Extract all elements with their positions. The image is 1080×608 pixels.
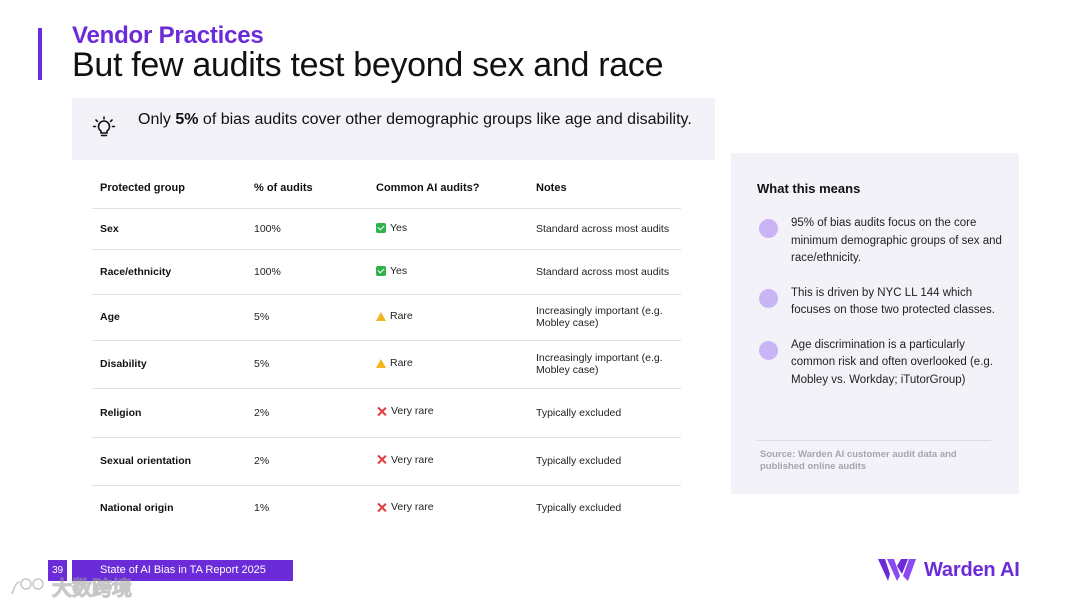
percent-cell: 2% bbox=[246, 388, 368, 438]
warning-icon bbox=[376, 311, 386, 321]
what-this-means-panel: What this means 95% of bias audits focus… bbox=[731, 153, 1019, 494]
status-cell: Yes bbox=[368, 208, 528, 250]
panel-point: This is driven by NYC LL 144 which focus… bbox=[757, 285, 1002, 320]
status-cell: Rare bbox=[368, 340, 528, 389]
x-icon bbox=[376, 406, 387, 417]
percent-cell: 100% bbox=[246, 208, 368, 250]
note-cell: Standard across most audits bbox=[528, 208, 681, 250]
status-cell: Yes bbox=[368, 249, 528, 295]
status-cell: Very rare bbox=[368, 388, 528, 438]
callout-text: Only 5% of bias audits cover other demog… bbox=[138, 111, 692, 128]
table-row: Disability 5% Rare Increasingly importan… bbox=[92, 340, 681, 389]
table-row: Religion 2% Very rare Typically excluded bbox=[92, 388, 681, 438]
column-header-common: Common AI audits? bbox=[368, 168, 528, 209]
percent-cell: 2% bbox=[246, 437, 368, 486]
bullet-dot-icon bbox=[759, 288, 778, 308]
table-row: Sexual orientation 2% Very rare Typicall… bbox=[92, 437, 681, 486]
panel-point: Age discrimination is a particularly com… bbox=[757, 337, 1002, 390]
watermark-icon bbox=[11, 577, 44, 594]
group-cell: Race/ethnicity bbox=[92, 249, 246, 295]
table-row: Sex 100% Yes Standard across most audits bbox=[92, 208, 681, 250]
title-accent-bar bbox=[38, 28, 42, 80]
protected-groups-table: Protected group % of audits Common AI au… bbox=[92, 168, 681, 531]
column-header-notes: Notes bbox=[528, 168, 681, 209]
panel-point: 95% of bias audits focus on the core min… bbox=[757, 215, 1002, 268]
note-cell: Increasingly important (e.g. Mobley case… bbox=[528, 294, 681, 341]
watermark: 大数跨境 bbox=[8, 572, 133, 601]
note-cell: Typically excluded bbox=[536, 502, 622, 515]
table-row: Age 5% Rare Increasingly important (e.g.… bbox=[92, 294, 681, 341]
warden-logo-icon bbox=[878, 559, 916, 581]
section-kicker: Vendor Practices bbox=[72, 22, 264, 49]
x-icon bbox=[376, 502, 387, 513]
warning-icon bbox=[376, 358, 386, 368]
page-title: But few audits test beyond sex and race bbox=[72, 46, 664, 84]
table-header-row: Protected group % of audits Common AI au… bbox=[92, 168, 681, 209]
x-icon bbox=[376, 454, 387, 465]
note-cell: Standard across most audits bbox=[528, 249, 681, 295]
column-header-group: Protected group bbox=[92, 168, 246, 209]
lightbulb-icon bbox=[92, 116, 116, 137]
warden-ai-logo: Warden AI bbox=[878, 556, 1020, 584]
group-cell: Religion bbox=[92, 388, 246, 438]
logo-text: Warden AI bbox=[924, 558, 1020, 581]
column-header-percent: % of audits bbox=[246, 168, 368, 209]
status-cell: Very rare bbox=[368, 485, 528, 531]
group-cell: Disability bbox=[92, 340, 246, 389]
report-title: State of AI Bias in TA Report 2025 bbox=[72, 560, 293, 581]
panel-points: 95% of bias audits focus on the core min… bbox=[757, 215, 1002, 406]
table-row: National origin 1% Very rare Typically e… bbox=[92, 485, 681, 531]
check-icon bbox=[376, 265, 386, 276]
percent-cell: 1% bbox=[254, 502, 270, 515]
panel-title: What this means bbox=[757, 181, 861, 196]
group-cell: National origin bbox=[100, 502, 174, 515]
bullet-dot-icon bbox=[759, 219, 778, 238]
group-cell: Age bbox=[92, 294, 246, 341]
status-cell: Rare bbox=[368, 294, 528, 341]
check-icon bbox=[376, 222, 386, 233]
note-cell: Typically excluded bbox=[528, 437, 681, 486]
status-cell: Very rare bbox=[368, 437, 528, 486]
group-cell: Sex bbox=[92, 208, 246, 250]
table-row: Race/ethnicity 100% Yes Standard across … bbox=[92, 249, 681, 295]
percent-cell: 5% bbox=[246, 294, 368, 341]
bullet-dot-icon bbox=[759, 340, 778, 360]
group-cell: Sexual orientation bbox=[92, 437, 246, 486]
key-insight-callout: Only 5% of bias audits cover other demog… bbox=[72, 98, 715, 160]
percent-cell: 100% bbox=[246, 249, 368, 295]
panel-divider bbox=[757, 440, 991, 441]
percent-cell: 5% bbox=[246, 340, 368, 389]
callout-highlight: 5% bbox=[175, 111, 199, 128]
page-number: 39 bbox=[48, 560, 67, 581]
source-note: Source: Warden AI customer audit data an… bbox=[760, 449, 957, 472]
note-cell: Increasingly important (e.g. Mobley case… bbox=[528, 340, 681, 389]
note-cell: Typically excluded bbox=[528, 388, 681, 438]
